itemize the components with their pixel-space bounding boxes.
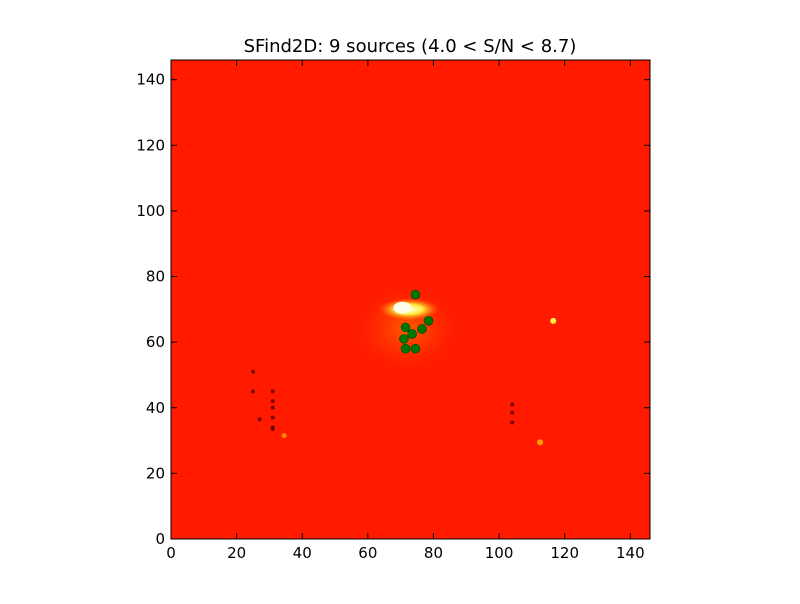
- y-tick-label: 120: [136, 136, 165, 154]
- source-point: [399, 334, 409, 344]
- y-tick-label: 20: [146, 464, 165, 482]
- y-tick-label: 140: [136, 71, 165, 89]
- x-tick-label: 60: [358, 544, 377, 562]
- axes: 0 20 40 60 80 100 120 140 0 20 40 60 80 100 120 140: [136, 60, 650, 562]
- dark-spot: [270, 399, 275, 404]
- dark-spot: [270, 389, 275, 394]
- dark-spot: [510, 410, 515, 415]
- x-tick-label: 0: [166, 544, 176, 562]
- plot-frame: [170, 59, 651, 540]
- source-point: [407, 329, 417, 339]
- x-tick-label: 100: [485, 544, 514, 562]
- y-tick-label: 0: [155, 530, 165, 548]
- y-tick-label: 100: [136, 202, 165, 220]
- hot-spot: [550, 317, 557, 324]
- source-point: [410, 289, 421, 300]
- dark-spot: [270, 415, 275, 420]
- dark-spot: [251, 369, 256, 374]
- chart-title: SFind2D: 9 sources (4.0 < S/N < 8.7): [244, 36, 577, 57]
- source-point: [400, 343, 411, 354]
- source-point: [400, 322, 411, 333]
- dark-spot: [270, 427, 275, 432]
- hot-spot: [281, 433, 287, 439]
- x-tick-label: 80: [424, 544, 443, 562]
- dark-spot: [251, 389, 256, 394]
- dark-spot: [257, 417, 262, 422]
- y-tick-label: 60: [146, 333, 165, 351]
- hot-spot: [537, 439, 544, 446]
- source-point: [410, 343, 421, 354]
- x-tick-label: 120: [550, 544, 579, 562]
- x-tick-label: 140: [616, 544, 645, 562]
- dark-spot: [510, 402, 515, 407]
- y-tick-label: 80: [146, 268, 165, 286]
- x-tick-label: 40: [293, 544, 312, 562]
- bright-peak: [393, 301, 412, 314]
- y-tick-label: 40: [146, 399, 165, 417]
- source-point: [417, 324, 427, 334]
- source-markers: [399, 289, 434, 354]
- dark-spot: [510, 420, 515, 425]
- source-point: [423, 316, 434, 326]
- x-tick-label: 20: [227, 544, 246, 562]
- dark-spot: [270, 405, 275, 410]
